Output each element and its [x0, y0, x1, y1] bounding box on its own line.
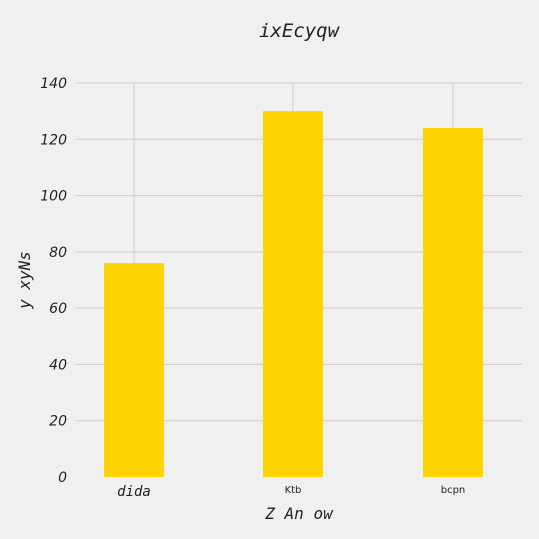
y-tick-labels: 0 20 40 60 80 100 120 140: [40, 76, 67, 486]
chart-title: ixEcyqw: [259, 20, 341, 42]
y-tick-label-40: 40: [49, 357, 67, 373]
y-tick-label-140: 140: [40, 76, 67, 92]
bars: [104, 111, 483, 478]
bar-bcpn: [423, 128, 483, 477]
y-axis-label: y xyNs: [15, 251, 34, 310]
bar-Ktb: [263, 111, 323, 478]
x-tick-labels: dida Ktb bcpn: [117, 484, 465, 500]
x-tick-label-Ktb: Ktb: [285, 485, 302, 496]
y-tick-label-100: 100: [40, 189, 67, 205]
x-axis-label: Z An ow: [264, 504, 334, 523]
y-tick-label-120: 120: [40, 132, 67, 148]
x-tick-label-dida: dida: [117, 484, 151, 500]
y-tick-label-0: 0: [58, 470, 67, 486]
x-tick-label-bcpn: bcpn: [441, 485, 466, 496]
bar-dida: [104, 263, 164, 477]
y-tick-label-80: 80: [49, 245, 67, 261]
y-tick-label-20: 20: [49, 414, 67, 430]
y-tick-label-60: 60: [49, 301, 67, 317]
